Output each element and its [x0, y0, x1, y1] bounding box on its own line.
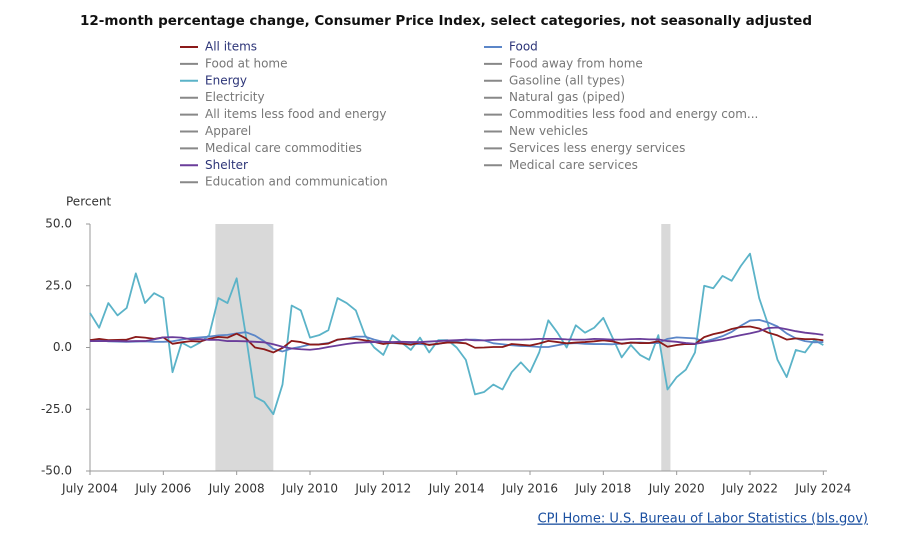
legend-label: Natural gas (piped) — [509, 90, 625, 104]
legend-label: Medical care commodities — [205, 141, 362, 155]
legend-label: Food away from home — [509, 56, 643, 70]
series-line — [89, 252, 824, 416]
legend-label: Apparel — [205, 124, 251, 138]
x-tick-label: July 2008 — [208, 482, 265, 496]
x-tick-label: July 2018 — [574, 482, 631, 496]
y-tick-label: 0.0 — [53, 340, 72, 354]
x-tick-label: July 2004 — [61, 482, 118, 496]
recession-band — [661, 224, 671, 471]
chart-title: 12-month percentage change, Consumer Pri… — [80, 13, 812, 29]
x-tick-label: July 2012 — [354, 482, 411, 496]
legend-label: Food — [509, 40, 538, 54]
series-line — [89, 325, 824, 354]
y-tick-label: 25.0 — [45, 278, 72, 292]
legend-label: Education and communication — [205, 175, 388, 189]
legend-label: Electricity — [205, 90, 265, 104]
series-line — [90, 326, 824, 351]
legend-label: All items less food and energy — [205, 107, 386, 121]
y-axis-label: Percent — [66, 195, 111, 209]
source-link[interactable]: CPI Home: U.S. Bureau of Labor Statistic… — [538, 512, 868, 527]
legend-label: New vehicles — [509, 124, 588, 138]
legend-label: Services less energy services — [509, 141, 685, 155]
legend-label: Medical care services — [509, 158, 638, 172]
legend-label: Gasoline (all types) — [509, 73, 625, 87]
legend-label: Food at home — [205, 56, 287, 70]
y-tick-label: 50.0 — [45, 217, 72, 231]
x-tick-label: July 2024 — [794, 482, 851, 496]
x-tick-label: July 2016 — [501, 482, 558, 496]
legend-label: Shelter — [205, 158, 248, 172]
y-tick-label: -50.0 — [41, 464, 72, 478]
x-tick-label: July 2010 — [281, 482, 338, 496]
x-tick-label: July 2014 — [428, 482, 485, 496]
y-tick-label: -25.0 — [41, 402, 72, 416]
x-tick-label: July 2006 — [134, 482, 191, 496]
x-tick-label: July 2022 — [721, 482, 778, 496]
legend-label: Commodities less food and energy com... — [509, 107, 758, 121]
recession-band — [215, 224, 274, 471]
legend-label: Energy — [205, 73, 247, 87]
x-tick-label: July 2020 — [648, 482, 705, 496]
legend-label: All items — [205, 40, 257, 54]
